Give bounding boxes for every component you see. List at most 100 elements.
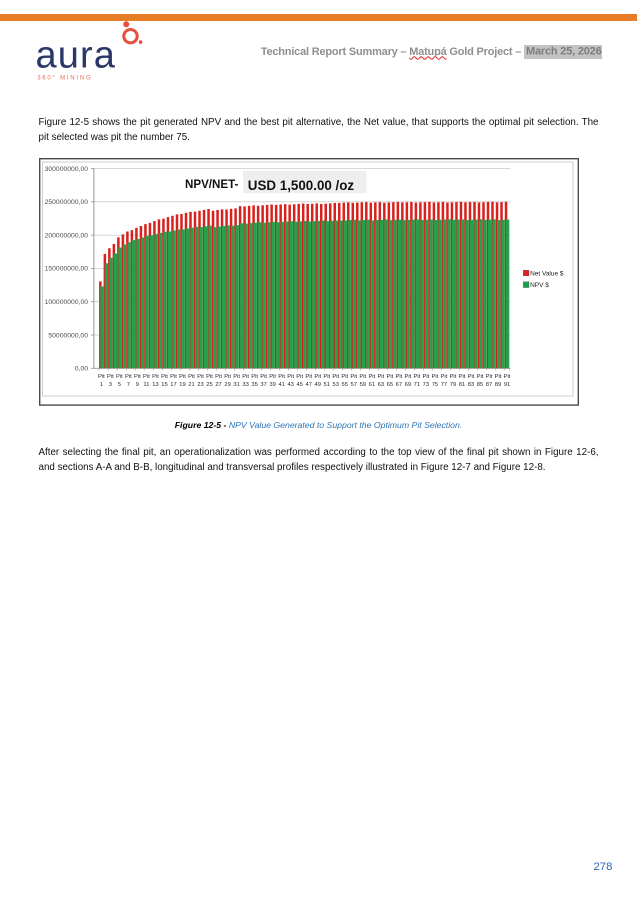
svg-text:1: 1 (99, 382, 102, 388)
svg-text:71: 71 (413, 382, 419, 388)
svg-text:61: 61 (368, 382, 374, 388)
svg-text:Pit: Pit (494, 374, 501, 380)
svg-text:Pit: Pit (350, 374, 357, 380)
svg-text:Pit: Pit (404, 374, 411, 380)
svg-text:87: 87 (485, 382, 491, 388)
svg-text:41: 41 (278, 382, 284, 388)
svg-text:Pit: Pit (467, 374, 474, 380)
svg-text:Pit: Pit (287, 374, 294, 380)
svg-text:59: 59 (359, 382, 365, 388)
svg-text:Pit: Pit (413, 374, 420, 380)
svg-text:Pit: Pit (503, 374, 510, 380)
svg-text:Pit: Pit (106, 374, 113, 380)
svg-text:79: 79 (449, 382, 455, 388)
svg-text:NPV/NET-: NPV/NET- (185, 179, 239, 191)
svg-text:360° MINING: 360° MINING (37, 75, 92, 82)
svg-text:91: 91 (503, 382, 509, 388)
svg-text:150000000,00: 150000000,00 (44, 266, 88, 273)
svg-text:73: 73 (422, 382, 428, 388)
svg-text:Pit: Pit (440, 374, 447, 380)
svg-text:29: 29 (224, 382, 230, 388)
svg-text:31: 31 (233, 382, 239, 388)
svg-text:65: 65 (386, 382, 392, 388)
svg-text:7: 7 (126, 382, 129, 388)
svg-text:Pit: Pit (260, 374, 267, 380)
svg-text:Pit: Pit (197, 374, 204, 380)
svg-text:50000000,00: 50000000,00 (48, 332, 88, 339)
svg-text:Pit: Pit (485, 374, 492, 380)
svg-text:Pit: Pit (215, 374, 222, 380)
svg-text:Pit: Pit (332, 374, 339, 380)
svg-text:15: 15 (161, 382, 167, 388)
svg-text:Pit: Pit (233, 374, 240, 380)
svg-text:3: 3 (108, 382, 111, 388)
svg-text:aura: aura (36, 35, 116, 77)
svg-text:Pit: Pit (161, 374, 168, 380)
svg-text:5: 5 (117, 382, 120, 388)
svg-text:89: 89 (494, 382, 500, 388)
svg-text:Pit: Pit (341, 374, 348, 380)
svg-text:75: 75 (431, 382, 437, 388)
svg-text:37: 37 (260, 382, 266, 388)
svg-text:45: 45 (296, 382, 302, 388)
svg-text:67: 67 (395, 382, 401, 388)
svg-text:Pit: Pit (395, 374, 402, 380)
svg-text:Pit: Pit (359, 374, 366, 380)
svg-text:57: 57 (350, 382, 356, 388)
svg-text:Pit: Pit (143, 374, 150, 380)
svg-text:Pit: Pit (368, 374, 375, 380)
svg-text:53: 53 (332, 382, 338, 388)
svg-text:USD 1,500.00 /oz: USD 1,500.00 /oz (247, 178, 354, 193)
svg-text:49: 49 (314, 382, 320, 388)
svg-text:Pit: Pit (269, 374, 276, 380)
svg-text:69: 69 (404, 382, 410, 388)
svg-text:Pit: Pit (242, 374, 249, 380)
svg-text:33: 33 (242, 382, 248, 388)
svg-text:Pit: Pit (97, 374, 104, 380)
svg-text:0,00: 0,00 (74, 366, 87, 373)
svg-text:Pit: Pit (206, 374, 213, 380)
svg-text:47: 47 (305, 382, 311, 388)
svg-text:Pit: Pit (377, 374, 384, 380)
svg-text:Pit: Pit (188, 374, 195, 380)
svg-text:Pit: Pit (323, 374, 330, 380)
svg-text:9: 9 (135, 382, 138, 388)
svg-text:81: 81 (458, 382, 464, 388)
svg-text:39: 39 (269, 382, 275, 388)
svg-text:200000000,00: 200000000,00 (44, 232, 88, 239)
svg-text:85: 85 (476, 382, 482, 388)
svg-text:Pit: Pit (386, 374, 393, 380)
svg-text:Pit: Pit (305, 374, 312, 380)
svg-text:51: 51 (323, 382, 329, 388)
svg-text:250000000,00: 250000000,00 (44, 199, 88, 206)
svg-text:300000000,00: 300000000,00 (44, 166, 88, 173)
svg-text:Pit: Pit (422, 374, 429, 380)
svg-text:Pit: Pit (116, 374, 123, 380)
svg-text:77: 77 (440, 382, 446, 388)
svg-text:Pit: Pit (179, 374, 186, 380)
svg-text:17: 17 (170, 382, 176, 388)
svg-text:Pit: Pit (152, 374, 159, 380)
svg-text:35: 35 (251, 382, 257, 388)
svg-text:55: 55 (341, 382, 347, 388)
svg-text:13: 13 (152, 382, 158, 388)
svg-text:Pit: Pit (170, 374, 177, 380)
svg-text:Pit: Pit (278, 374, 285, 380)
svg-text:Pit: Pit (134, 374, 141, 380)
svg-text:100000000,00: 100000000,00 (44, 299, 88, 306)
svg-text:Pit: Pit (251, 374, 258, 380)
svg-text:63: 63 (377, 382, 383, 388)
svg-text:25: 25 (206, 382, 212, 388)
svg-text:11: 11 (143, 382, 149, 388)
svg-text:Pit: Pit (458, 374, 465, 380)
svg-text:Pit: Pit (449, 374, 456, 380)
svg-text:19: 19 (179, 382, 185, 388)
svg-text:Pit: Pit (224, 374, 231, 380)
svg-text:Pit: Pit (125, 374, 132, 380)
svg-text:Pit: Pit (476, 374, 483, 380)
svg-text:Pit: Pit (314, 374, 321, 380)
svg-text:43: 43 (287, 382, 293, 388)
svg-text:Pit: Pit (431, 374, 438, 380)
svg-text:23: 23 (197, 382, 203, 388)
svg-text:Net Value $: Net Value $ (530, 270, 564, 277)
